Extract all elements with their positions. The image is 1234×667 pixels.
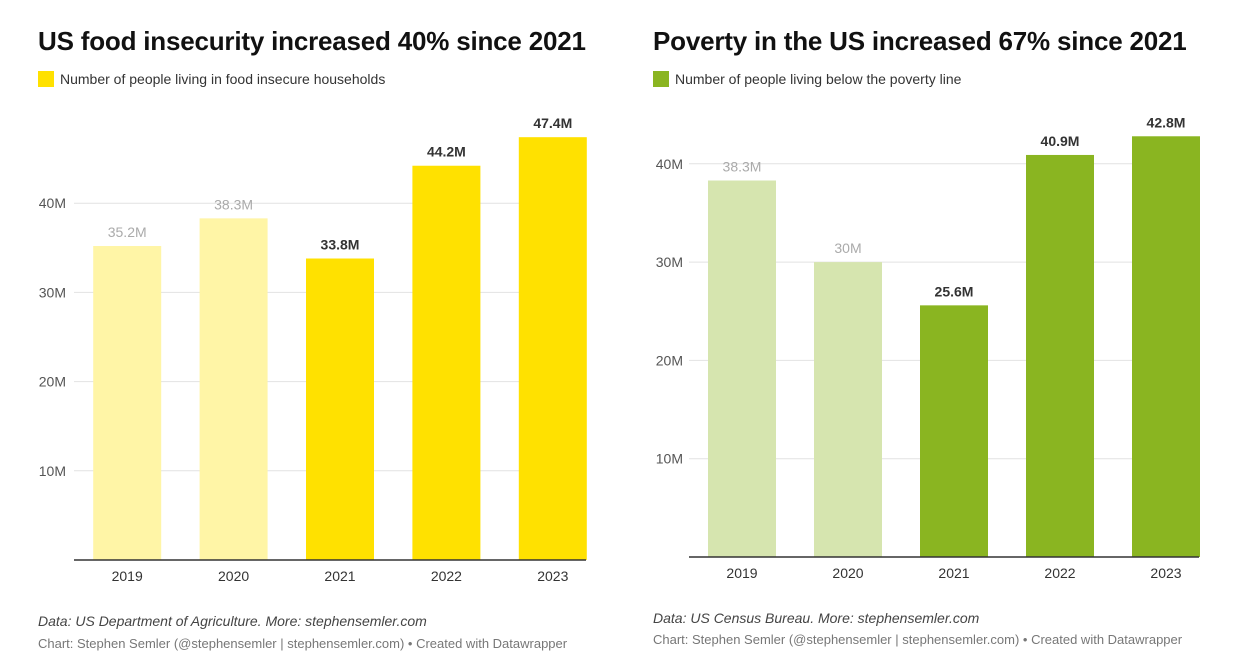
bar-plot: 10M 20M 30M 40M 38.3M 2019 30M 2020 25.6M 2021 40.… bbox=[656, 114, 1200, 581]
bar-2022 bbox=[1026, 154, 1094, 557]
value-label: 35.2M bbox=[108, 224, 147, 240]
bar-2020 bbox=[814, 262, 882, 557]
value-label: 42.8M bbox=[1147, 114, 1186, 130]
x-tick-label: 2023 bbox=[1150, 565, 1181, 581]
x-tick-label: 2020 bbox=[218, 568, 249, 584]
bar-2021 bbox=[920, 305, 988, 557]
bar-plot: 10M 20M 30M 40M 35.2M 2019 38.3M 2020 33.8M 2021 4… bbox=[39, 115, 587, 584]
y-tick-label: 10M bbox=[656, 451, 683, 467]
x-tick-label: 2021 bbox=[324, 568, 355, 584]
x-tick-label: 2023 bbox=[537, 568, 568, 584]
value-label: 38.3M bbox=[214, 196, 253, 212]
value-label: 38.3M bbox=[723, 159, 762, 175]
x-tick-label: 2021 bbox=[938, 565, 969, 581]
chart-source: Data: US Department of Agriculture. More… bbox=[38, 613, 427, 629]
chart-title: US food insecurity increased 40% since 2… bbox=[38, 26, 586, 56]
x-tick-label: 2020 bbox=[832, 565, 863, 581]
y-tick-label: 20M bbox=[39, 374, 66, 390]
bar-2021 bbox=[306, 258, 374, 560]
chart-title: Poverty in the US increased 67% since 20… bbox=[653, 26, 1187, 56]
bar-2019 bbox=[93, 246, 162, 561]
legend-swatch bbox=[653, 71, 669, 87]
y-tick-label: 40M bbox=[39, 195, 66, 211]
x-tick-label: 2019 bbox=[112, 568, 143, 584]
y-tick-label: 20M bbox=[656, 352, 683, 368]
bar-2023 bbox=[518, 137, 587, 560]
chart-legend: Number of people living below the povert… bbox=[653, 70, 961, 88]
y-tick-label: 30M bbox=[39, 284, 66, 300]
value-label: 25.6M bbox=[935, 283, 974, 299]
chart-source: Data: US Census Bureau. More: stephensem… bbox=[653, 610, 980, 626]
value-label: 47.4M bbox=[533, 115, 572, 131]
legend-label: Number of people living in food insecure… bbox=[60, 71, 386, 87]
value-label: 33.8M bbox=[321, 237, 360, 253]
chart-legend: Number of people living in food insecure… bbox=[38, 70, 385, 88]
chart-byline: Chart: Stephen Semler (@stephensemler | … bbox=[653, 632, 1183, 647]
value-label: 30M bbox=[834, 240, 861, 256]
legend-swatch bbox=[38, 71, 54, 87]
value-label: 40.9M bbox=[1041, 133, 1080, 149]
legend-label: Number of people living below the povert… bbox=[675, 71, 962, 87]
poverty-chart: Poverty in the US increased 67% since 20… bbox=[653, 0, 1234, 667]
bar-2020 bbox=[199, 218, 268, 560]
chart-byline: Chart: Stephen Semler (@stephensemler | … bbox=[38, 636, 568, 651]
bar-2022 bbox=[412, 165, 481, 560]
y-tick-label: 40M bbox=[656, 156, 683, 172]
y-tick-label: 10M bbox=[39, 463, 66, 479]
bar-2019 bbox=[708, 180, 776, 558]
x-tick-label: 2019 bbox=[726, 565, 757, 581]
x-tick-label: 2022 bbox=[431, 568, 462, 584]
x-tick-label: 2022 bbox=[1044, 565, 1075, 581]
bar-2023 bbox=[1132, 136, 1200, 557]
food-insecurity-chart: US food insecurity increased 40% since 2… bbox=[38, 0, 638, 667]
value-label: 44.2M bbox=[427, 144, 466, 160]
y-tick-label: 30M bbox=[656, 254, 683, 270]
